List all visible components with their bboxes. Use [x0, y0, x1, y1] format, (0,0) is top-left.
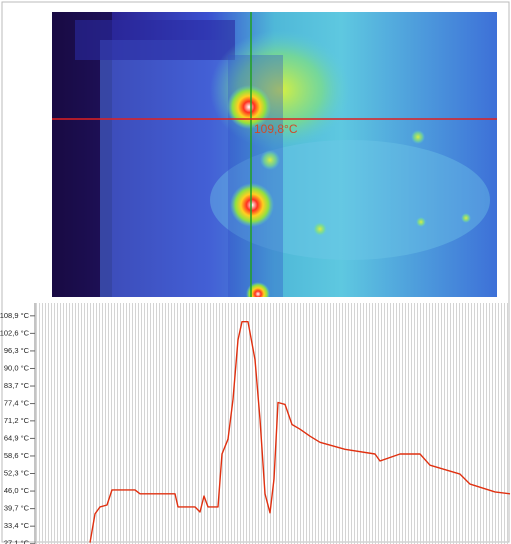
grid-pattern	[35, 303, 510, 544]
y-tick-label: 77,4 °C	[4, 399, 30, 408]
y-tick-label: 58,6 °C	[4, 451, 30, 460]
y-tick-label: 46,0 °C	[4, 486, 30, 495]
y-tick-label: 83,7 °C	[4, 381, 30, 390]
y-tick-label: 96,3 °C	[4, 346, 30, 355]
y-tick-label: 90,0 °C	[4, 363, 30, 372]
y-tick-label: 102,6 °C	[0, 328, 30, 337]
y-tick-label: 108,9 °C	[0, 311, 30, 320]
y-tick-label: 39,7 °C	[4, 504, 30, 513]
y-tick-label: 64,9 °C	[4, 433, 30, 442]
temperature-readout: 109,8°C	[254, 122, 298, 136]
y-tick-label: 52,3 °C	[4, 468, 30, 477]
y-tick-label: 27,1 °C	[4, 539, 30, 544]
thermal-image	[52, 12, 497, 297]
profile-line	[89, 321, 511, 543]
y-tick-label: 71,2 °C	[4, 416, 30, 425]
y-tick-label: 33,4 °C	[4, 521, 30, 530]
